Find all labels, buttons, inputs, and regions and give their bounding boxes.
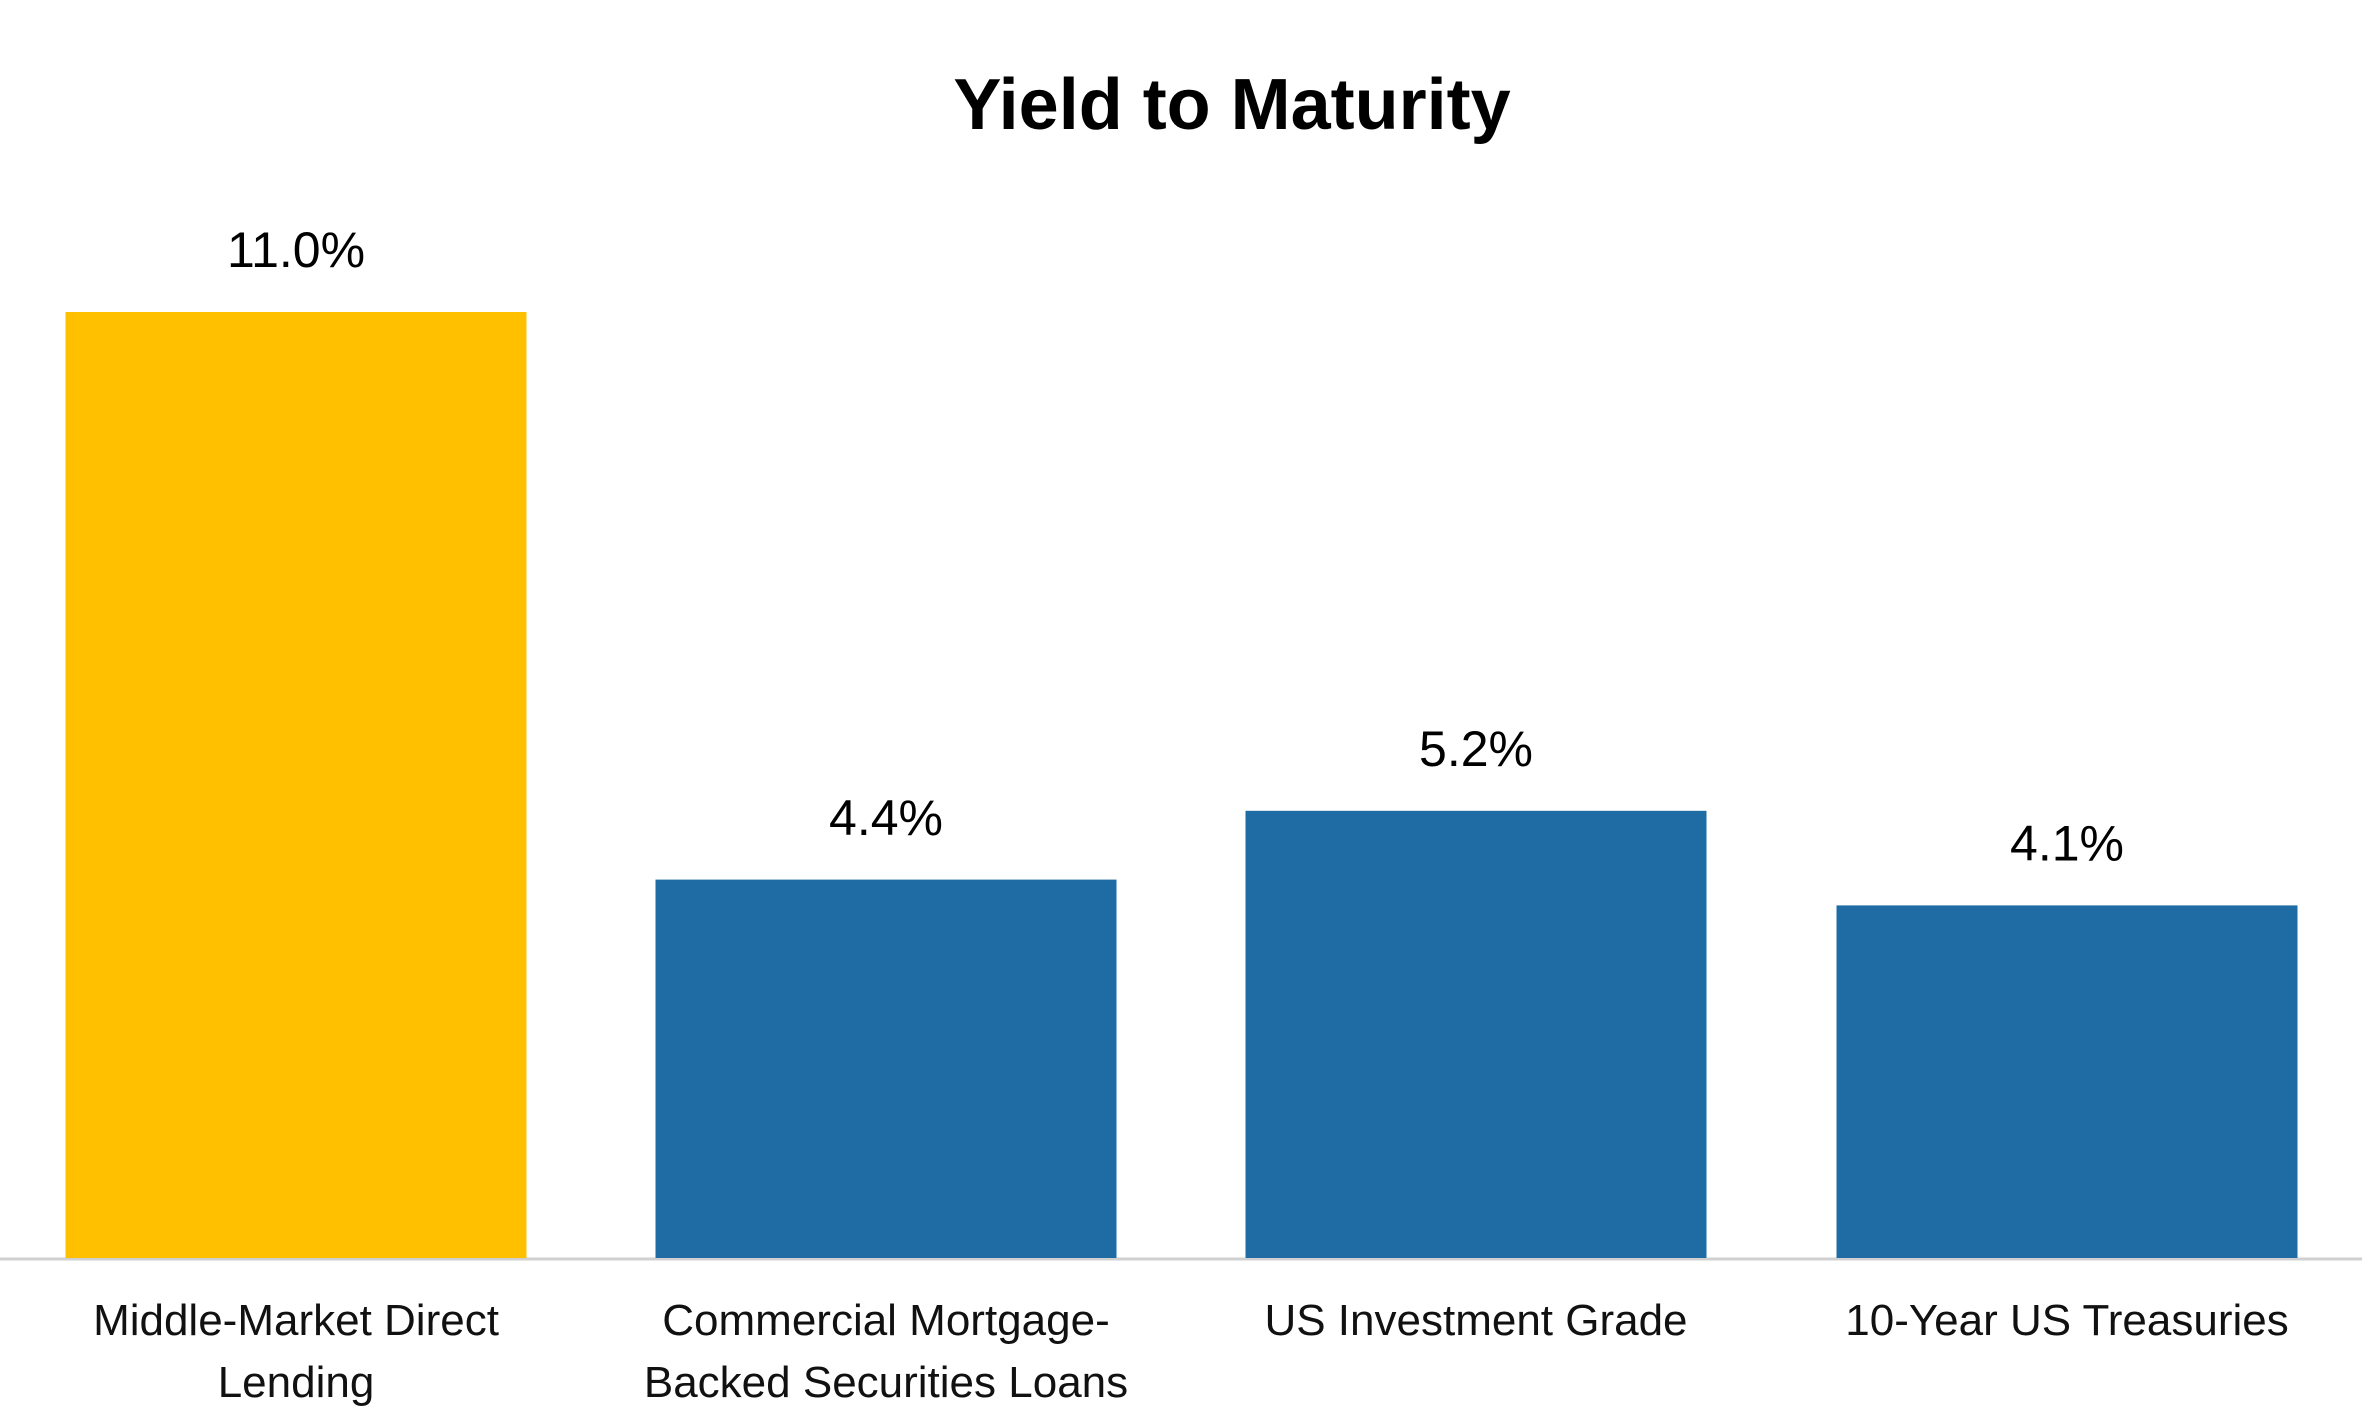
bar <box>1245 810 1707 1258</box>
x-tick-label: Middle-Market Direct Lending <box>93 1296 499 1407</box>
value-label: 5.2% <box>1419 721 1533 777</box>
x-tick-label: Commercial Mortgage-Backed Securities Lo… <box>643 1296 1129 1407</box>
bar <box>655 879 1117 1258</box>
value-label: 4.4% <box>829 790 943 846</box>
value-label: 4.1% <box>2010 816 2124 872</box>
chart-title: Yield to Maturity <box>953 65 1510 145</box>
bar <box>65 312 527 1258</box>
value-label: 11.0% <box>227 222 365 278</box>
x-tick-label: 10-Year US Treasuries <box>1845 1296 2289 1345</box>
bar <box>1836 905 2298 1258</box>
x-tick-label: US Investment Grade <box>1264 1296 1688 1345</box>
